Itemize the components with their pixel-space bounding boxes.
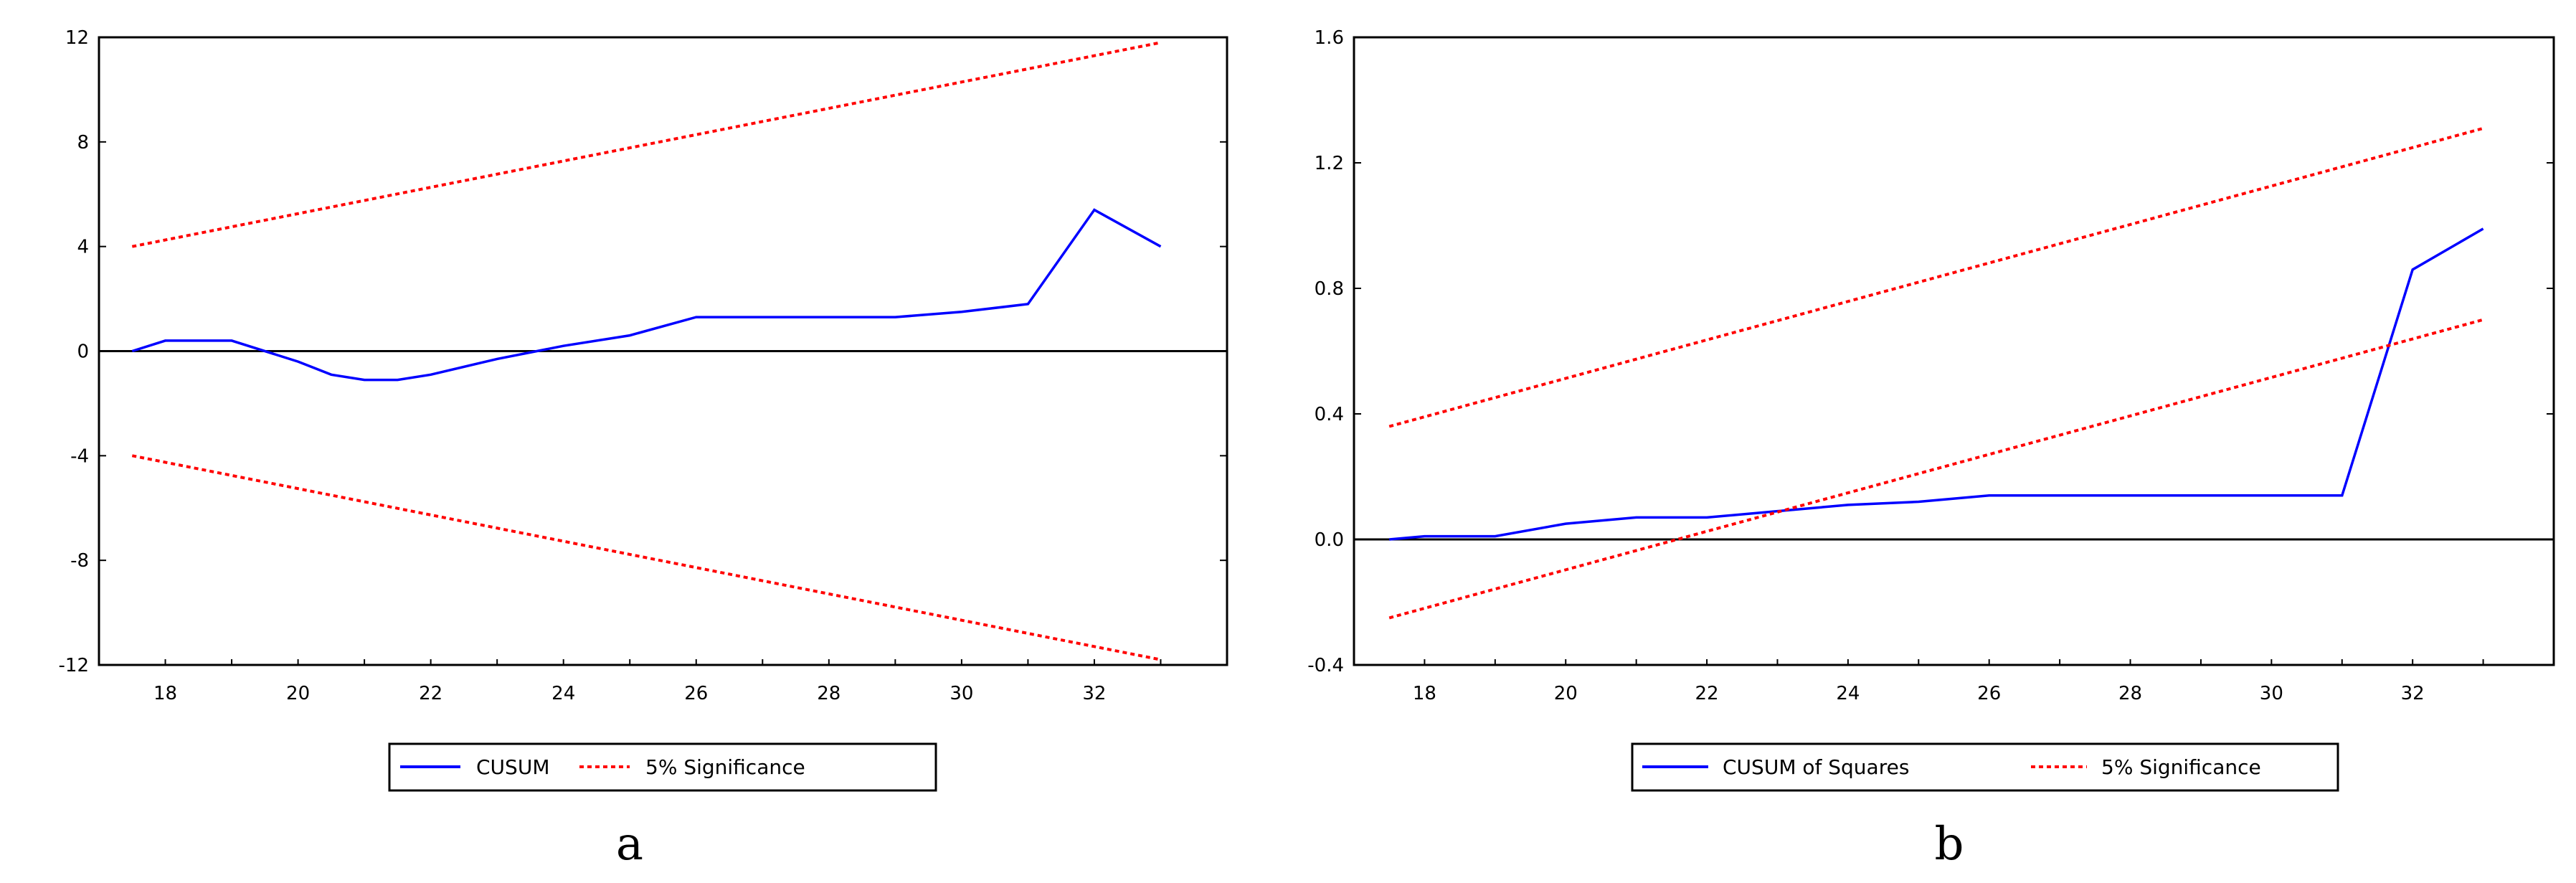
legend-box <box>388 742 937 792</box>
series-line-significance-bound <box>1388 126 2484 428</box>
y-tick-label: 0 <box>77 341 89 363</box>
series-line-significance-bound <box>131 454 1161 661</box>
series-line-significance-bound <box>131 41 1161 248</box>
x-tick-label: 24 <box>1836 683 1860 704</box>
legend-box <box>1631 742 2339 792</box>
y-tick-label: 12 <box>65 27 89 49</box>
x-tick-label: 20 <box>286 683 310 704</box>
x-tick-label: 28 <box>2118 683 2142 704</box>
chart-panel-a: -12 -8 -4 0 4 8 12 18 20 22 24 26 28 30 32 CUSUM 5% Sign… <box>59 27 1228 871</box>
legend-label: CUSUM of Squares <box>1723 755 1909 779</box>
plot-frame <box>1353 36 2555 666</box>
x-tick-label: 32 <box>1082 683 1106 704</box>
x-tick-label: 18 <box>1413 683 1436 704</box>
legend-label: 5% Significance <box>645 755 805 779</box>
series-line-significance-bound <box>1388 318 2484 620</box>
x-tick-label: 30 <box>950 683 973 704</box>
y-tick-label: -0.4 <box>1307 655 1344 676</box>
x-tick-label: 30 <box>2260 683 2283 704</box>
y-tick-label: 0.0 <box>1315 529 1344 551</box>
y-tick-label: 1.6 <box>1315 27 1344 49</box>
x-tick-label: 22 <box>1695 683 1719 704</box>
y-tick-label: 0.8 <box>1315 278 1344 300</box>
y-tick-label: 1.2 <box>1315 153 1344 174</box>
y-tick-label: -8 <box>70 550 89 572</box>
legend-label: CUSUM <box>476 755 549 779</box>
panel-caption: a <box>616 818 643 871</box>
chart-panel-b: -0.4 0.0 0.4 0.8 1.2 1.6 18 20 22 24 26 28 30 32 CUSUM… <box>1307 27 2555 871</box>
series-line-statistic <box>131 208 1162 382</box>
y-tick-label: -12 <box>59 655 89 676</box>
x-tick-label: 28 <box>817 683 840 704</box>
y-tick-label: -4 <box>70 445 89 467</box>
x-tick-label: 32 <box>2401 683 2425 704</box>
legend: CUSUM 5% Significance <box>388 742 937 792</box>
x-tick-label: 26 <box>684 683 708 704</box>
x-tick-label: 20 <box>1554 683 1578 704</box>
x-tick-label: 26 <box>1977 683 2001 704</box>
legend: CUSUM of Squares 5% Significance <box>1631 742 2339 792</box>
x-tick-label: 22 <box>419 683 442 704</box>
y-tick-label: 4 <box>77 237 89 258</box>
series-line-statistic <box>1389 227 2484 541</box>
x-tick-label: 18 <box>153 683 177 704</box>
y-tick-label: 0.4 <box>1315 404 1344 425</box>
legend-label: 5% Significance <box>2101 755 2261 779</box>
panel-caption: b <box>1935 818 1964 871</box>
y-tick-label: 8 <box>77 132 89 154</box>
x-tick-label: 24 <box>551 683 575 704</box>
